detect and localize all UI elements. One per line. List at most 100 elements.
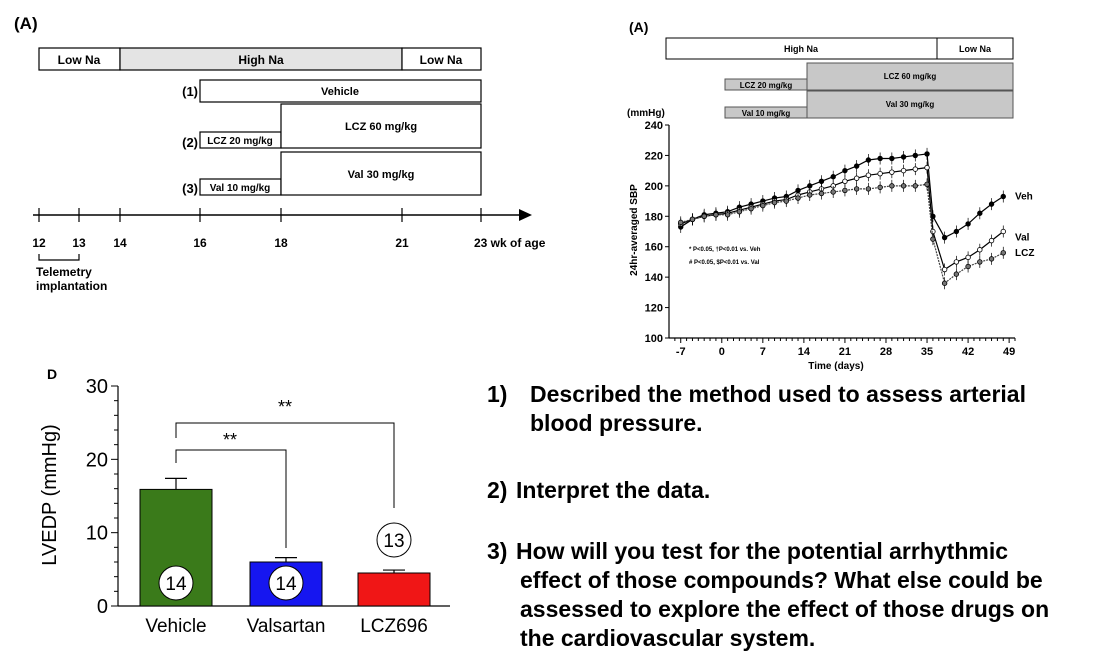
- series-veh-line: [680, 153, 1004, 239]
- line-x-tick-label: 21: [839, 346, 851, 358]
- question-1-number: 1): [487, 381, 508, 407]
- group-2-main-box: [280, 103, 482, 149]
- timeline-tick-18: 18: [274, 236, 288, 250]
- group-1-number: (1): [182, 84, 198, 99]
- series-veh-point: [877, 155, 883, 162]
- question-3-line-4: the cardiovascular system.: [520, 625, 816, 651]
- significance-label-lcz696: **: [278, 397, 292, 417]
- lcz-main-label: LCZ 60 mg/kg: [884, 72, 937, 81]
- series-lcz-point: [865, 186, 872, 192]
- bar-category-label: LCZ696: [360, 616, 428, 637]
- series-lcz-point: [678, 219, 684, 226]
- line-y-tick-label: 220: [645, 150, 663, 162]
- series-veh-point: [889, 155, 895, 162]
- phase-low-na-2: [401, 47, 482, 71]
- series-lcz-point: [760, 202, 766, 209]
- series-lcz-point: [748, 205, 754, 212]
- question-2-number: 2): [487, 477, 508, 503]
- line-chart-panel-label: (A): [629, 19, 648, 35]
- bar-lcz696-n-label: 13: [383, 531, 404, 552]
- phase-low-na-label: Low Na: [959, 44, 992, 54]
- series-veh-point: [965, 221, 971, 227]
- bar-lcz696-n-badge: [376, 522, 412, 558]
- series-val-point: [842, 178, 848, 184]
- sbp-line-chart: (A) High Na Low Na LCZ 20 mg/kg LCZ 60 m…: [627, 19, 1034, 372]
- line-y-tick-label: 180: [645, 211, 663, 223]
- series-veh-point: [853, 163, 860, 169]
- question-1-line-2: blood pressure.: [530, 410, 703, 436]
- series-lcz-line: [680, 183, 1004, 285]
- bar-lcz696: [357, 572, 431, 607]
- lcz-main-box: [806, 62, 1014, 91]
- significance-bracket-valsartan: [175, 449, 287, 548]
- timeline-tick-21: 21: [395, 236, 409, 250]
- phase-low-na-1-text: Low Na: [58, 53, 101, 67]
- series-veh-point: [912, 152, 919, 159]
- telemetry-bracket: [38, 254, 80, 261]
- group-3-number: (3): [182, 181, 198, 196]
- line-y-tick-label: 120: [645, 303, 663, 315]
- question-1-line-1: Described the method used to assess arte…: [530, 381, 1026, 407]
- line-x-tick-label: 0: [719, 346, 725, 358]
- series-val-point: [988, 237, 995, 244]
- group-3-main-text: Val 30 mg/kg: [348, 169, 415, 181]
- line-y-tick-label: 240: [645, 120, 663, 132]
- significance-label-valsartan: **: [223, 430, 237, 450]
- timeline-tick-16: 16: [193, 236, 207, 250]
- line-x-tick-label: 14: [798, 346, 811, 358]
- series-lcz-point: [930, 236, 936, 242]
- series-val-point: [889, 169, 895, 175]
- timeline-tick-13: 13: [72, 236, 86, 250]
- timeline-tick-23: 23 wk of age: [474, 236, 546, 250]
- series-veh-point: [941, 234, 948, 241]
- series-veh-label: Veh: [1015, 192, 1033, 203]
- line-y-tick-label: 140: [645, 272, 663, 284]
- series-val-point: [865, 172, 872, 178]
- series-lcz-point: [877, 184, 883, 191]
- series-lcz-point: [771, 199, 778, 206]
- series-lcz-point: [988, 256, 995, 262]
- timeline-arrowhead: [519, 209, 532, 221]
- series-lcz-point: [830, 189, 836, 195]
- series-val-point: [853, 175, 860, 181]
- series-veh-point: [924, 151, 930, 157]
- series-val-point: [1000, 228, 1006, 235]
- lvedp-bar-chart: D LVEDP (mmHg) 0 10 20 30 Vehicle 14 Valsarta…: [39, 366, 450, 637]
- series-lcz-point: [783, 198, 789, 204]
- timeline-tick-14: 14: [113, 236, 127, 250]
- bar-valsartan-n-label: 14: [275, 574, 297, 595]
- significance-bracket-lcz696: [175, 422, 395, 508]
- line-x-tick-label: 42: [962, 346, 974, 358]
- series-veh-point: [865, 157, 872, 163]
- series-lcz-point: [701, 213, 707, 219]
- phase-low-na-2-text: Low Na: [420, 53, 463, 67]
- series-lcz-label: LCZ: [1015, 248, 1034, 259]
- telemetry-label-2: implantation: [36, 279, 107, 293]
- series-lcz-point: [713, 212, 719, 218]
- series-lcz-point: [953, 271, 960, 277]
- series-lcz-point: [807, 192, 813, 198]
- question-2-line-1: Interpret the data.: [516, 477, 711, 503]
- group-2-number: (2): [182, 135, 198, 150]
- phase-low-na-box: [936, 37, 1014, 60]
- question-3-line-1: How will you test for the potential arrh…: [516, 538, 1008, 564]
- timeline-tick-12: 12: [32, 236, 46, 250]
- val-main-box: [806, 90, 1014, 119]
- series-lcz-point: [941, 280, 948, 286]
- phase-high-na-label: High Na: [784, 44, 819, 54]
- study-design-schematic: Low Na High Na Low Na (1) Vehicle (2) LC…: [32, 47, 546, 293]
- series-val-point: [953, 259, 960, 265]
- group-2-initial-text: LCZ 20 mg/kg: [207, 136, 273, 147]
- line-y-axis-label: 24hr-averaged SBP: [629, 184, 640, 276]
- series-val-point: [941, 266, 948, 273]
- bar-valsartan-n-badge: [268, 565, 304, 601]
- line-x-tick-label: 49: [1003, 346, 1015, 358]
- series-lcz-point: [965, 263, 971, 270]
- series-lcz-point: [818, 190, 825, 197]
- line-x-tick-label: 35: [921, 346, 933, 358]
- bar-vehicle-n-label: 14: [165, 574, 187, 595]
- series-veh-point: [1000, 193, 1006, 200]
- line-x-tick-label: 7: [760, 346, 766, 358]
- schematic-panel-label: (A): [14, 14, 38, 33]
- question-3-number: 3): [487, 538, 508, 564]
